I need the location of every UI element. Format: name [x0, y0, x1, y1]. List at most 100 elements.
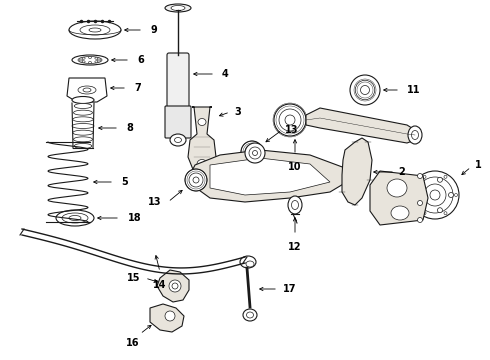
- Ellipse shape: [74, 104, 92, 108]
- Ellipse shape: [444, 175, 447, 178]
- Ellipse shape: [423, 212, 426, 215]
- Text: 17: 17: [283, 284, 296, 294]
- Ellipse shape: [455, 194, 458, 197]
- FancyBboxPatch shape: [167, 53, 189, 134]
- Ellipse shape: [419, 183, 424, 188]
- Text: 6: 6: [137, 55, 144, 65]
- Polygon shape: [190, 150, 350, 202]
- Ellipse shape: [424, 184, 446, 206]
- Ellipse shape: [408, 126, 422, 144]
- Ellipse shape: [69, 21, 121, 39]
- Polygon shape: [306, 108, 415, 143]
- Ellipse shape: [79, 59, 82, 61]
- Ellipse shape: [72, 96, 94, 104]
- Ellipse shape: [185, 169, 207, 191]
- Ellipse shape: [165, 311, 175, 321]
- Ellipse shape: [82, 61, 85, 63]
- Ellipse shape: [72, 55, 108, 65]
- Ellipse shape: [240, 256, 256, 268]
- Ellipse shape: [245, 145, 259, 159]
- Ellipse shape: [412, 131, 418, 140]
- Ellipse shape: [74, 144, 92, 149]
- Text: 3: 3: [234, 107, 241, 117]
- Ellipse shape: [169, 280, 181, 292]
- Ellipse shape: [73, 117, 93, 122]
- Polygon shape: [370, 171, 428, 225]
- Ellipse shape: [193, 177, 199, 183]
- Ellipse shape: [413, 194, 416, 197]
- Ellipse shape: [78, 86, 96, 94]
- Ellipse shape: [83, 88, 91, 92]
- Ellipse shape: [170, 134, 186, 146]
- Text: 13: 13: [147, 197, 161, 207]
- Ellipse shape: [89, 28, 101, 32]
- Ellipse shape: [62, 213, 88, 223]
- Ellipse shape: [174, 138, 181, 143]
- Ellipse shape: [246, 261, 254, 267]
- Text: 5: 5: [121, 177, 128, 187]
- Ellipse shape: [361, 86, 369, 95]
- Ellipse shape: [74, 110, 93, 115]
- Ellipse shape: [246, 312, 253, 318]
- Ellipse shape: [243, 309, 257, 321]
- Polygon shape: [210, 158, 330, 195]
- Ellipse shape: [285, 115, 295, 125]
- Ellipse shape: [423, 175, 426, 178]
- Ellipse shape: [95, 61, 98, 63]
- Text: 2: 2: [398, 167, 405, 177]
- Text: 7: 7: [134, 83, 141, 93]
- Ellipse shape: [82, 57, 85, 59]
- Ellipse shape: [350, 75, 380, 105]
- Ellipse shape: [274, 104, 306, 136]
- Ellipse shape: [430, 190, 440, 200]
- Text: 12: 12: [288, 242, 302, 252]
- Ellipse shape: [197, 159, 207, 168]
- Text: 8: 8: [126, 123, 133, 133]
- Ellipse shape: [73, 130, 93, 135]
- Text: 16: 16: [126, 338, 140, 348]
- Ellipse shape: [249, 147, 261, 159]
- Ellipse shape: [69, 216, 81, 220]
- Text: 14: 14: [153, 280, 167, 290]
- Text: 1: 1: [475, 160, 482, 170]
- Polygon shape: [150, 304, 184, 332]
- Ellipse shape: [89, 57, 92, 59]
- Ellipse shape: [80, 25, 110, 35]
- Text: 11: 11: [407, 85, 420, 95]
- Ellipse shape: [171, 5, 185, 10]
- Ellipse shape: [355, 80, 375, 100]
- Text: 15: 15: [126, 273, 140, 283]
- Polygon shape: [188, 107, 216, 177]
- Ellipse shape: [417, 201, 422, 206]
- Text: 13: 13: [285, 125, 298, 135]
- Ellipse shape: [189, 173, 203, 187]
- Ellipse shape: [417, 217, 422, 222]
- Ellipse shape: [438, 177, 442, 182]
- Text: 9: 9: [150, 25, 157, 35]
- Text: 18: 18: [128, 213, 142, 223]
- Ellipse shape: [411, 171, 459, 219]
- Ellipse shape: [245, 143, 265, 163]
- Ellipse shape: [288, 196, 302, 214]
- Ellipse shape: [292, 201, 298, 210]
- Ellipse shape: [89, 62, 92, 63]
- Polygon shape: [342, 138, 372, 205]
- Polygon shape: [157, 270, 189, 302]
- Ellipse shape: [279, 109, 301, 131]
- Ellipse shape: [444, 212, 447, 215]
- Ellipse shape: [252, 150, 258, 156]
- Polygon shape: [67, 78, 107, 102]
- Ellipse shape: [74, 137, 93, 142]
- Ellipse shape: [165, 4, 191, 12]
- Ellipse shape: [438, 208, 442, 213]
- Ellipse shape: [241, 141, 263, 163]
- Ellipse shape: [417, 177, 453, 213]
- Ellipse shape: [448, 193, 454, 198]
- Ellipse shape: [56, 210, 94, 226]
- Ellipse shape: [78, 57, 102, 63]
- Text: 4: 4: [222, 69, 229, 79]
- Ellipse shape: [95, 57, 98, 59]
- Ellipse shape: [249, 149, 255, 155]
- Ellipse shape: [391, 206, 409, 220]
- Ellipse shape: [387, 179, 407, 197]
